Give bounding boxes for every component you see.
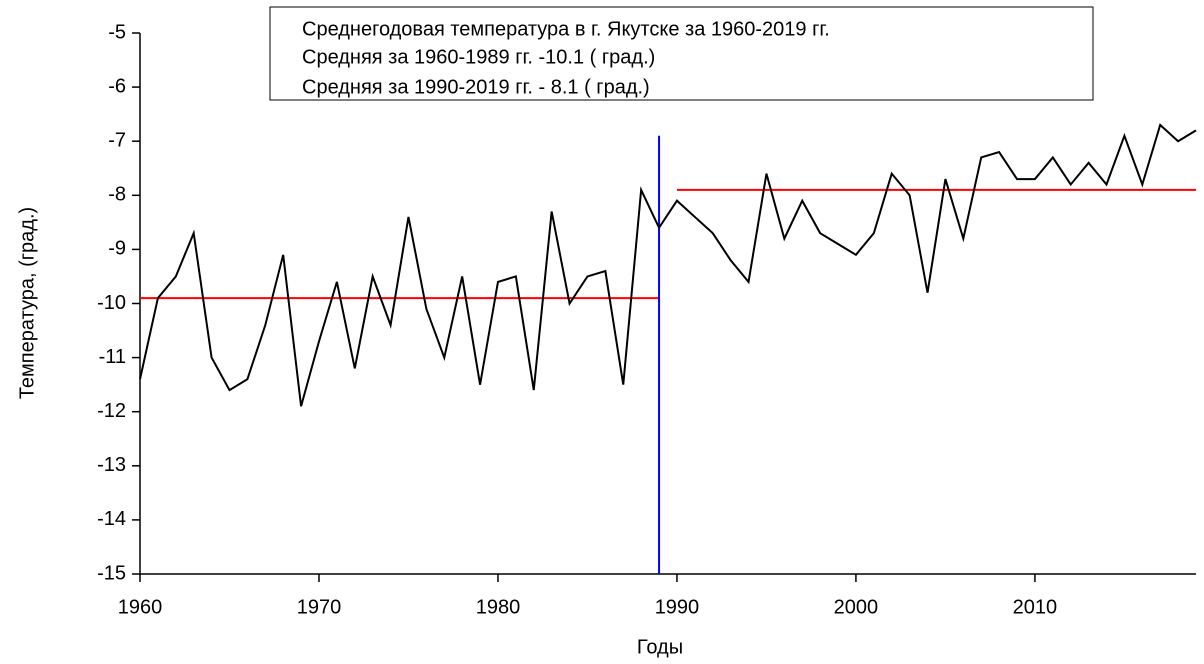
y-tick-label: -12 [97, 400, 126, 422]
x-tick-label: 1990 [655, 596, 700, 618]
x-tick-label: 1970 [297, 596, 342, 618]
x-tick-label: 1960 [118, 596, 163, 618]
y-tick-label: -6 [108, 75, 126, 97]
x-tick-label: 2010 [1013, 596, 1058, 618]
legend-line: Средняя за 1960-1989 гг. -10.1 ( град.) [302, 46, 655, 68]
legend-box [269, 6, 1094, 101]
y-tick-label: -10 [97, 292, 126, 314]
legend-line: Средняя за 1990-2019 гг. - 8.1 ( град.) [302, 76, 650, 98]
y-axis-label: Температура, (град.) [16, 207, 38, 399]
y-tick-label: -13 [97, 454, 126, 476]
y-tick-label: -15 [97, 562, 126, 584]
y-tick-label: -5 [108, 21, 126, 43]
y-tick-label: -9 [108, 238, 126, 260]
y-tick-label: -7 [108, 129, 126, 151]
x-tick-label: 2000 [834, 596, 879, 618]
y-tick-label: -14 [97, 508, 126, 530]
x-tick-label: 1980 [476, 596, 521, 618]
y-tick-label: -11 [99, 346, 126, 368]
y-tick-label: -8 [108, 184, 126, 206]
x-axis-label: Годы [637, 636, 683, 658]
data-line [139, 123, 1197, 407]
legend-line: Среднегодовая температура в г. Якутске з… [302, 18, 830, 40]
